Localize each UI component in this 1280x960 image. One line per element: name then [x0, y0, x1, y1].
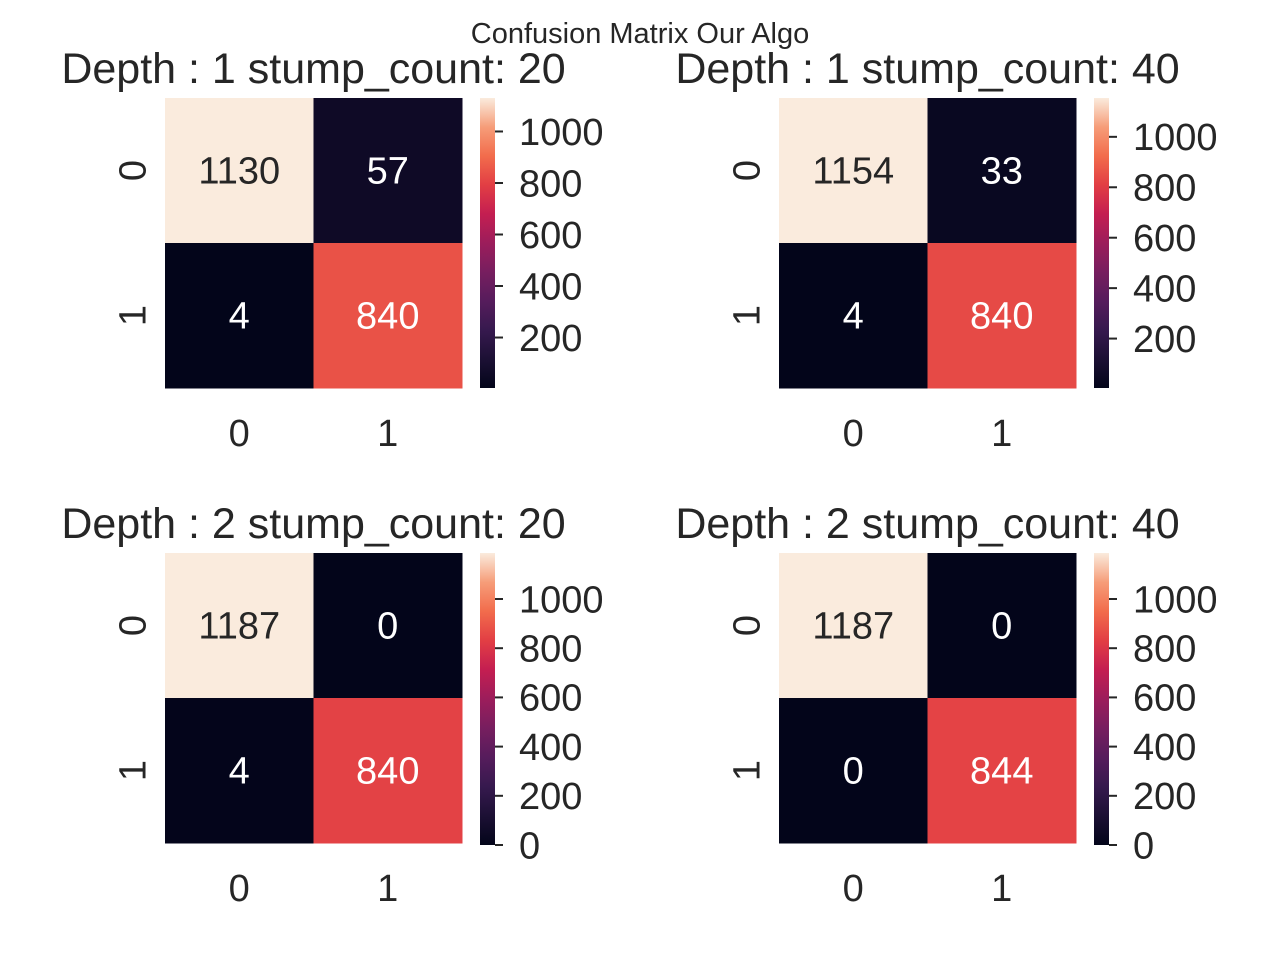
colorbar-tick-label: 1000 [1133, 117, 1218, 159]
cell-value-label: 33 [981, 151, 1023, 193]
cell-value-label: 0 [377, 606, 398, 648]
cell-value-label: 57 [367, 151, 409, 193]
colorbar-tick-label: 400 [519, 266, 582, 308]
colorbar-tick-label: 600 [1133, 678, 1196, 720]
heatmap-cell [313, 243, 463, 389]
heatmap-cell [313, 553, 463, 699]
x-tick-label: 1 [991, 868, 1012, 910]
colorbar-tick-label: 600 [519, 215, 582, 257]
heatmap-cell [165, 698, 314, 844]
heatmap-cell [165, 243, 314, 389]
y-tick-label: 1 [726, 760, 768, 781]
heatmap-cell [927, 243, 1077, 389]
cell-value-label: 1130 [198, 151, 280, 193]
cell-value-label: 840 [356, 296, 419, 338]
colorbar-tick-label: 800 [1133, 168, 1196, 210]
colorbar-tick-label: 400 [519, 727, 582, 769]
heatmap-panel-4: Depth : 2 stump_count: 40 1187 0 0 844 0 1 0 1 0 2… [675, 500, 1217, 910]
y-tick-label: 0 [112, 160, 154, 181]
colorbar-tick-label: 0 [519, 825, 540, 867]
heatmap-cell [779, 243, 928, 389]
heatmap-cell [313, 98, 463, 244]
heatmap-panel-2: Depth : 1 stump_count: 40 1154 33 4 840 0 1 0 1 2… [675, 45, 1217, 455]
cell-value-label: 1154 [812, 151, 894, 193]
cell-value-label: 4 [843, 296, 864, 338]
colorbar-tick-label: 800 [1133, 629, 1196, 671]
cell-value-label: 1187 [198, 606, 280, 648]
x-tick-label: 0 [229, 413, 250, 455]
colorbar-tick-label: 200 [519, 776, 582, 818]
heatmap-cell [313, 698, 463, 844]
colorbar-tick-label: 0 [1133, 825, 1154, 867]
panel-title: Depth : 2 stump_count: 40 [675, 500, 1179, 548]
x-tick-label: 0 [229, 868, 250, 910]
cell-value-label: 844 [970, 751, 1033, 793]
colorbar-tick-label: 400 [1133, 727, 1196, 769]
figure-title: Confusion Matrix Our Algo [471, 18, 809, 50]
colorbar [1094, 553, 1109, 845]
y-tick-label: 1 [726, 305, 768, 326]
heatmap-cell [927, 553, 1077, 699]
cell-value-label: 4 [229, 751, 250, 793]
colorbar-tick-label: 600 [519, 678, 582, 720]
colorbar-tick-label: 600 [1133, 218, 1196, 260]
colorbar-tick-label: 200 [1133, 319, 1196, 361]
panel-title: Depth : 2 stump_count: 20 [61, 500, 565, 548]
x-tick-label: 0 [843, 868, 864, 910]
cell-value-label: 1187 [812, 606, 894, 648]
colorbar-tick-label: 200 [519, 318, 582, 360]
colorbar-tick-label: 1000 [1133, 579, 1218, 621]
x-tick-label: 1 [991, 413, 1012, 455]
colorbar-tick-label: 400 [1133, 268, 1196, 310]
heatmap-panel-3: Depth : 2 stump_count: 20 1187 0 4 840 0 1 0 1 0 2… [61, 500, 603, 910]
colorbar-tick-label: 1000 [519, 112, 604, 154]
y-tick-label: 0 [726, 160, 768, 181]
colorbar-tick-label: 800 [519, 629, 582, 671]
x-tick-label: 0 [843, 413, 864, 455]
heatmap-cell [927, 98, 1077, 244]
x-tick-label: 1 [377, 868, 398, 910]
colorbar [480, 553, 495, 845]
cell-value-label: 840 [970, 296, 1033, 338]
colorbar-tick-label: 800 [519, 163, 582, 205]
y-tick-label: 1 [112, 305, 154, 326]
y-tick-label: 0 [726, 615, 768, 636]
heatmap-cell [927, 698, 1077, 844]
colorbar [1094, 98, 1109, 388]
colorbar-tick-label: 1000 [519, 579, 604, 621]
heatmap-cell [779, 698, 928, 844]
cell-value-label: 0 [843, 751, 864, 793]
heatmap-cell [779, 553, 928, 699]
panel-title: Depth : 1 stump_count: 40 [675, 45, 1179, 93]
y-tick-label: 0 [112, 615, 154, 636]
y-tick-label: 1 [112, 760, 154, 781]
cell-value-label: 0 [991, 606, 1012, 648]
colorbar-tick-label: 200 [1133, 776, 1196, 818]
x-tick-label: 1 [377, 413, 398, 455]
panel-title: Depth : 1 stump_count: 20 [61, 45, 565, 93]
cell-value-label: 840 [356, 751, 419, 793]
heatmap-cell [165, 553, 314, 699]
colorbar [480, 98, 495, 388]
heatmap-cell [165, 98, 314, 244]
cell-value-label: 4 [229, 296, 250, 338]
heatmap-cell [779, 98, 928, 244]
heatmap-panel-1: Depth : 1 stump_count: 20 1130 57 4 840 0 1 0 1 2… [61, 45, 603, 455]
